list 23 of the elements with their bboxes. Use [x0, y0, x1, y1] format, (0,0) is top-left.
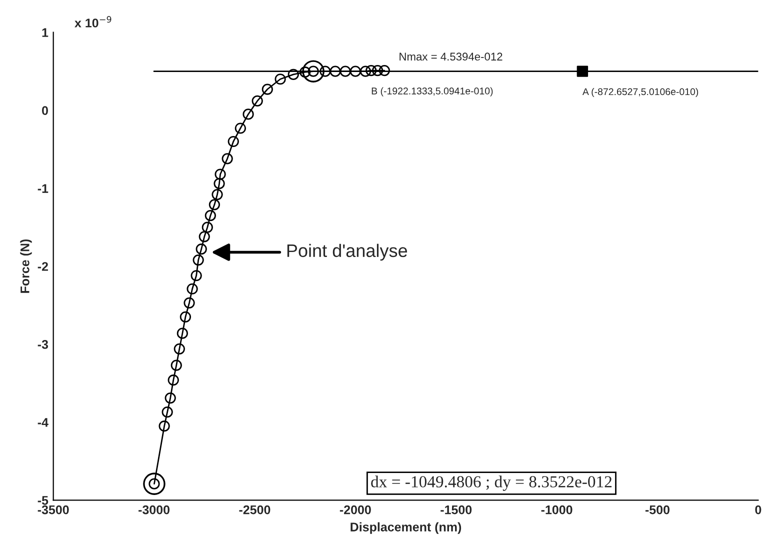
x-tick-label: -3500: [38, 505, 69, 514]
x-axis-title: Displacement (nm): [350, 522, 462, 534]
x-tick-label: 0: [755, 505, 762, 514]
x-tick-label: -2500: [239, 505, 270, 514]
x-tick-label: -3000: [138, 505, 170, 514]
text: x 10$^{−9}$: [74, 16, 112, 28]
x-tick-label: -1000: [541, 505, 572, 514]
annotation: B (-1922.1333,5.0941e-010): [372, 87, 493, 96]
annotation: Nmax = 4.5394e-012: [400, 52, 502, 61]
y-tick-label: -5: [38, 496, 48, 505]
y-tick-label: -1: [38, 184, 48, 193]
x-tick-label: -1500: [440, 505, 472, 514]
y-axis-title: Force (N): [20, 239, 32, 293]
x-tick-label: -2000: [340, 505, 371, 514]
y-tick-label: 0: [42, 106, 48, 115]
annotation: dx = -1049.4806 ; dy = 8.3522e-012: [371, 476, 612, 491]
annotation: A (-872.6527,5.0106e-010): [582, 88, 698, 98]
y-tick-label: -4: [38, 418, 48, 427]
x-tick-label: -500: [645, 505, 670, 514]
y-tick-label: -2: [38, 262, 48, 271]
y-tick-label: -3: [38, 340, 48, 349]
y-tick-label: 1: [42, 28, 48, 37]
annotation: Point d'analyse: [287, 244, 408, 261]
